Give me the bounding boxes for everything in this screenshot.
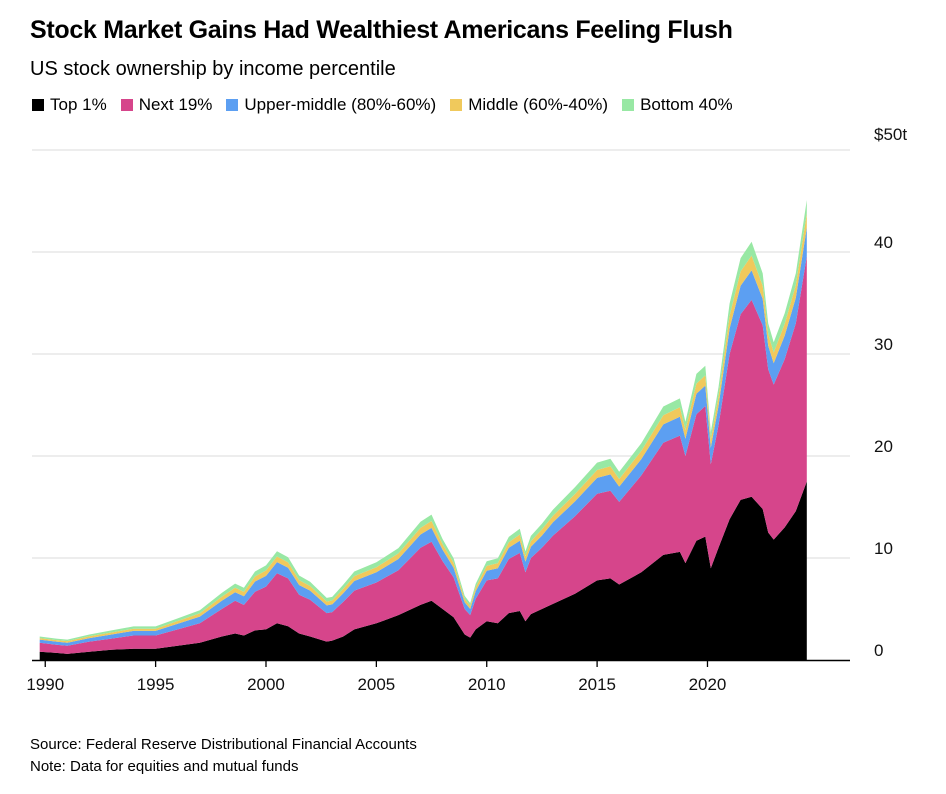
y-tick-label-10: 10: [874, 539, 893, 558]
legend-label-next-19: Next 19%: [138, 95, 213, 114]
legend-item-upper-middle: Upper-middle (80%-60%): [226, 95, 436, 115]
x-tick-label-2010: 2010: [468, 675, 506, 694]
legend-item-next-19: Next 19%: [120, 95, 213, 115]
chart-subtitle: US stock ownership by income percentile: [30, 58, 396, 80]
legend-item-bottom-40: Bottom 40%: [622, 95, 733, 115]
x-tick-label-2005: 2005: [357, 675, 395, 694]
legend-swatch-next-19: [120, 99, 133, 111]
y-tick-label-0: 0: [874, 641, 883, 660]
legend-label-top-1: Top 1%: [50, 95, 107, 114]
chart-legend: Top 1% Next 19% Upper-middle (80%-60%) M…: [32, 95, 733, 115]
legend-item-middle: Middle (60%-40%): [450, 95, 608, 115]
legend-swatch-middle: [450, 99, 463, 111]
x-tick-label-2015: 2015: [578, 675, 616, 694]
legend-swatch-upper-middle: [226, 99, 239, 111]
data-note: Note: Data for equities and mutual funds: [30, 758, 299, 775]
chart-title: Stock Market Gains Had Wealthiest Americ…: [30, 16, 733, 44]
legend-item-top-1: Top 1%: [32, 95, 107, 115]
axes: 1990 1995 2000 2005 2010 2015 2020: [26, 659, 850, 694]
area-next-19: [39, 256, 807, 654]
legend-swatch-bottom-40: [622, 99, 635, 111]
x-tick-label-2020: 2020: [689, 675, 727, 694]
area-series: [39, 200, 807, 660]
legend-label-upper-middle: Upper-middle (80%-60%): [244, 95, 437, 114]
legend-label-bottom-40: Bottom 40%: [640, 95, 733, 114]
legend-label-middle: Middle (60%-40%): [468, 95, 609, 114]
stacked-area-chart: 0 10 20 30 40 $50t 1990 1995 2000 2005 2010 2015 20…: [26, 125, 907, 694]
source-note: Source: Federal Reserve Distributional F…: [30, 736, 417, 753]
gridlines: 0 10 20 30 40 $50t: [32, 125, 907, 660]
y-tick-label-50t: $50t: [874, 125, 907, 144]
x-tick-label-1990: 1990: [26, 675, 64, 694]
x-tick-label-2000: 2000: [247, 675, 285, 694]
legend-swatch-top-1: [32, 99, 44, 111]
y-tick-label-20: 20: [874, 437, 893, 456]
x-tick-label-1995: 1995: [137, 675, 175, 694]
y-tick-label-40: 40: [874, 233, 893, 252]
y-tick-label-30: 30: [874, 335, 893, 354]
area-top-1: [39, 481, 807, 660]
